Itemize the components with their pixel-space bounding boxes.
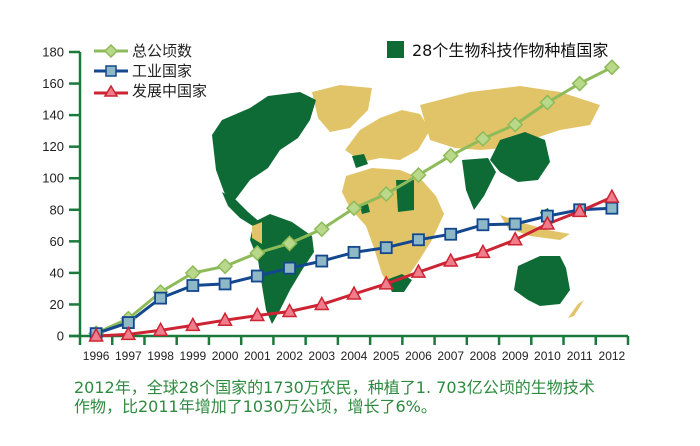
x-tick-label: 2012 [599,349,626,363]
x-tick-label: 2008 [470,349,497,363]
data-point-diamond [216,258,234,275]
x-tick-label: 2003 [308,349,335,363]
data-point-diamond [313,221,330,238]
data-point-diamond [184,264,201,282]
data-point-square [347,245,361,259]
data-point-diamond [603,59,620,76]
x-tick-label: 2001 [244,349,271,363]
y-tick-label: 140 [42,108,64,123]
caption: 2012年，全球28个国家的1730万农民，种植了1. 703亿公顷的生物技术 … [74,378,664,416]
data-point-triangle [442,252,459,267]
data-point-diamond [281,235,298,252]
data-point-diamond [410,167,427,184]
map-legend-label: 28个生物科技作物种植国家 [412,41,609,60]
x-tick-label: 2000 [212,349,239,363]
legend-item-developing: 发展中国家 [94,82,207,100]
data-point-triangle [217,311,233,326]
data-point-square [283,261,296,275]
data-point-triangle [475,243,491,259]
data-point-diamond [442,147,459,164]
biotech-country-swatch-icon [387,40,404,58]
data-point-square [412,233,425,247]
data-point-diamond [249,244,266,262]
x-tick-label: 2005 [373,349,400,363]
legend-label: 发展中国家 [132,82,208,100]
x-axis: 1996 1997 1998 1999 2000 2001 2002 2003 2004 2005… [69,334,630,363]
data-point-square [476,218,490,232]
map-legend: 28个生物科技作物种植国家 [387,37,608,61]
x-tick-label: 2010 [534,349,561,363]
x-tick-label: 1997 [115,349,142,363]
data-point-square [508,217,522,231]
data-point-triangle [604,188,620,203]
data-point-diamond [474,130,492,147]
data-point-diamond [378,185,395,203]
x-tick-label: 2011 [567,349,593,363]
legend-label: 工业国家 [132,62,193,80]
y-axis: 0 20 40 60 80 100 120 140 160 180 [42,45,82,344]
data-point-triangle [152,321,169,337]
data-point-triangle [346,285,362,300]
data-point-square [605,201,619,215]
y-tick-label: 120 [42,139,64,154]
data-point-triangle [571,202,588,218]
data-point-triangle [120,325,137,341]
data-point-triangle [249,306,266,322]
x-tick-label: 2009 [502,349,529,363]
x-tick-label: 2006 [405,349,432,363]
y-tick-label: 40 [50,265,64,280]
y-tick-label: 100 [42,171,64,186]
data-point-square [218,277,232,291]
data-point-triangle [314,295,330,311]
y-tick-label: 60 [50,234,64,249]
y-tick-label: 20 [50,297,64,312]
x-tick-label: 1998 [147,349,174,363]
series-lines [88,59,620,342]
y-tick-label: 80 [50,202,64,217]
data-point-square [154,291,167,305]
data-point-diamond [507,116,524,133]
data-point-square [315,254,329,268]
data-point-triangle [281,302,298,318]
x-tick-label: 2002 [276,349,303,363]
data-point-triangle [378,275,394,290]
square-marker-icon [94,65,128,77]
triangle-marker-icon [94,84,128,97]
world-map [212,85,600,324]
data-point-triangle [410,263,427,278]
x-tick-label: 1996 [83,349,110,363]
y-tick-label: 180 [42,45,64,60]
y-tick-label: 160 [42,76,64,91]
legend-item-industrial: 工业国家 [94,62,207,80]
legend-label: 总公顷数 [132,42,193,60]
x-tick-label: 1999 [179,349,206,363]
data-point-square [444,227,458,241]
data-point-triangle [88,327,104,342]
caption-line-1: 2012年，全球28个国家的1730万农民，种植了1. 703亿公顷的生物技术 [74,378,595,397]
data-point-triangle [539,215,556,230]
data-point-square [186,279,200,292]
data-point-diamond [571,75,588,92]
data-point-square [379,241,393,255]
data-point-triangle [185,316,201,332]
data-point-square [250,269,264,283]
diamond-marker-icon [94,44,128,58]
data-point-diamond [345,200,363,217]
series-legend: 总公顷数 工业国家 发展中国家 [94,42,207,102]
caption-line-2: 作物，比2011年增加了1030万公顷，增长了6%。 [74,397,437,416]
x-tick-label: 2007 [437,349,464,363]
data-point-diamond [539,94,556,111]
x-tick-label: 2004 [341,349,368,363]
legend-item-total: 总公顷数 [94,42,207,60]
data-point-triangle [507,231,523,246]
y-tick-label: 0 [57,329,64,344]
